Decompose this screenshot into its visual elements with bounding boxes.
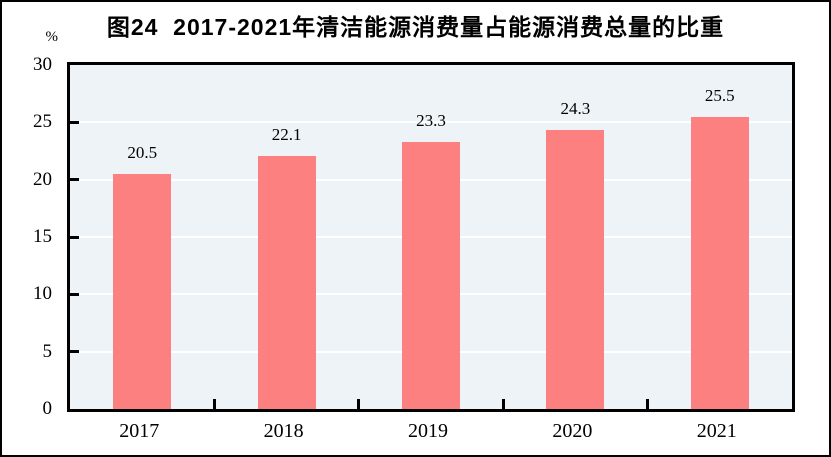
x-axis-category-label: 2018 [263,420,304,442]
bar-value-label: 25.5 [704,85,735,105]
bar-value-label: 24.3 [560,99,591,119]
y-axis-tick-mark [70,350,79,354]
chart-title: 图24 2017-2021年清洁能源消费量占能源消费总量的比重 [106,14,725,40]
x-axis-tick-mark [357,399,361,409]
y-axis-tick-label: 0 [42,398,53,419]
bar [402,141,460,409]
y-axis-tick-label: 30 [33,54,52,75]
y-axis-tick-label: 10 [33,283,52,305]
y-axis-tick-mark [70,235,79,239]
bar [546,130,605,409]
y-axis-labels: 0 5 10 15 20 25 30 [2,54,58,419]
y-axis-tick-mark [70,178,79,182]
bar-value-label: 22.1 [271,124,302,144]
y-axis-tick-mark [70,120,79,124]
gridline [70,121,792,124]
y-axis-tick-mark [70,292,79,296]
bar-value-label: 20.5 [127,142,158,162]
x-axis-category-label: 2017 [119,420,160,442]
y-axis-tick-label: 25 [33,111,52,133]
x-axis-category-label: 2019 [408,420,448,442]
bar [690,116,749,409]
x-axis-tick-mark [212,399,216,409]
bar [257,155,316,409]
x-axis-tick-mark [646,399,650,409]
x-axis-tick-mark [501,399,505,409]
y-axis-tick-label: 5 [42,340,53,362]
plot-area: 20.5 22.1 23.3 24.3 25.5 [67,62,795,412]
y-axis-tick-label: 20 [33,168,52,190]
y-axis-unit-label: % [45,29,59,45]
y-axis-tick-label: 15 [33,226,52,247]
bar [113,173,172,409]
x-axis-labels: 2017 2018 2019 2020 2021 [67,418,795,446]
bar-value-label: 23.3 [416,110,446,130]
x-axis-category-label: 2020 [552,420,593,442]
x-axis-category-label: 2021 [696,420,737,442]
